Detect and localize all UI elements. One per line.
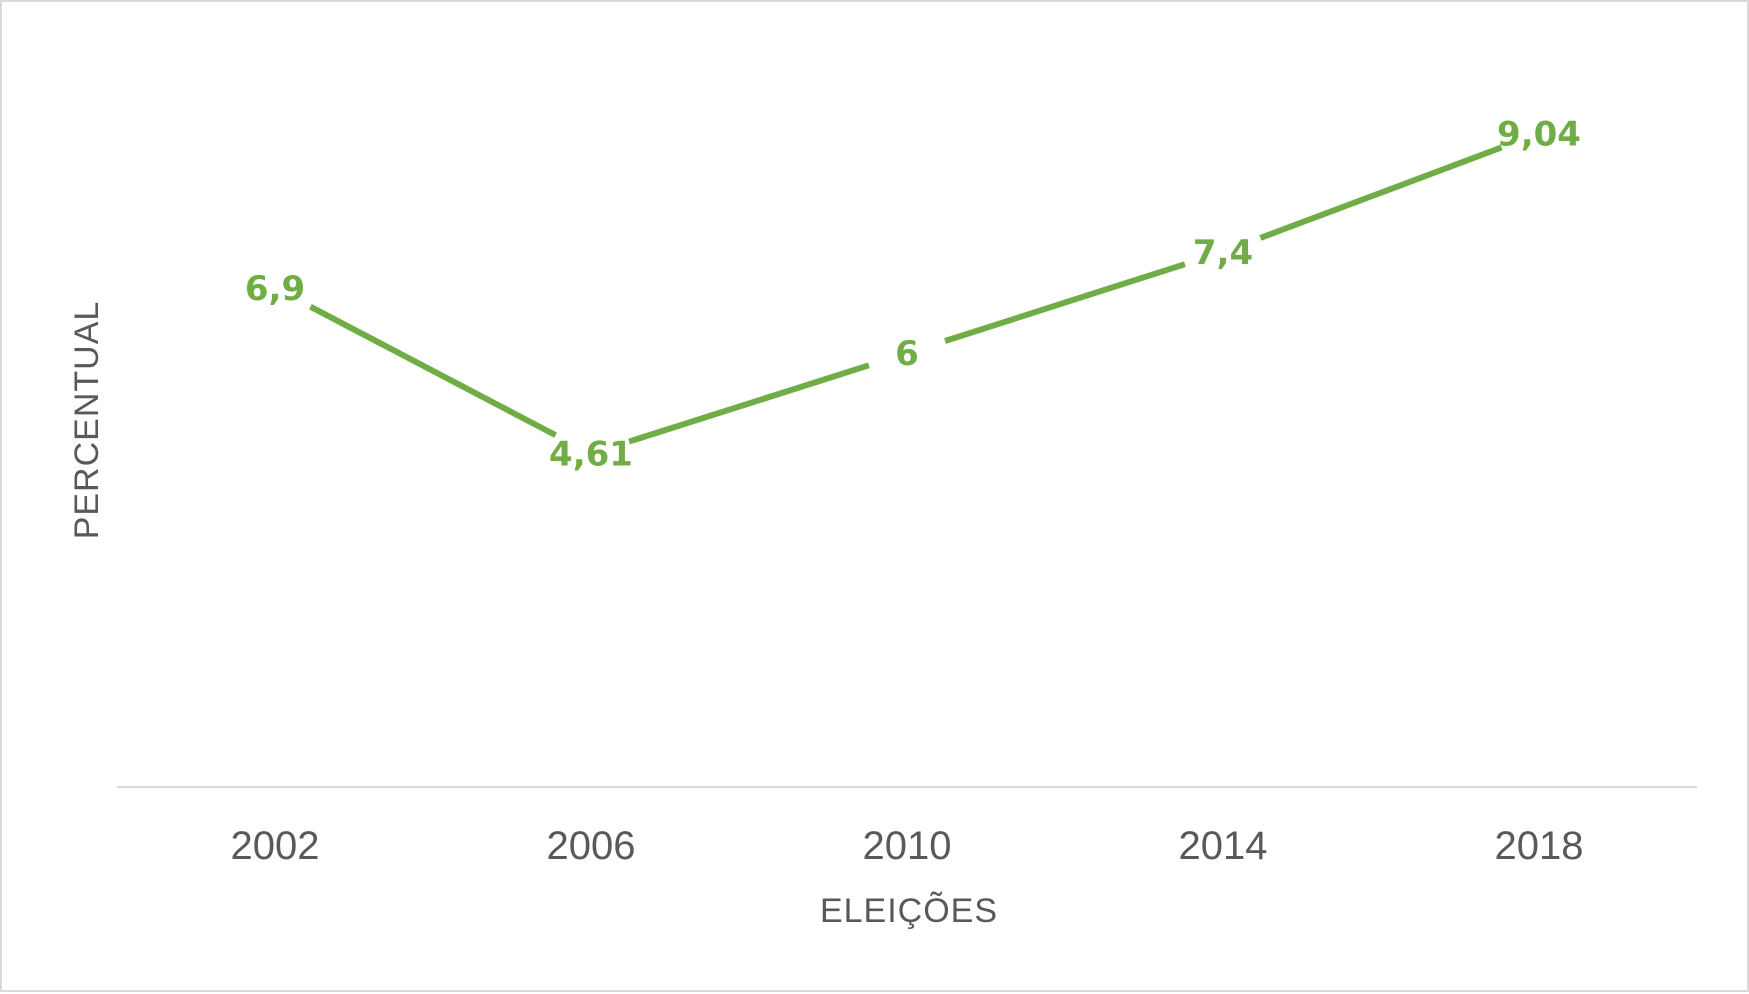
x-tick-label: 2014: [1179, 824, 1268, 868]
series-line-segment: [628, 362, 870, 445]
x-tick-label: 2018: [1495, 824, 1584, 868]
series-line-segment: [309, 304, 557, 438]
x-tick-label: 2010: [863, 824, 952, 868]
series-layer: [309, 144, 1503, 445]
series-line-segment: [944, 261, 1186, 344]
series-line-segment: [1259, 144, 1503, 241]
data-label: 6: [895, 334, 919, 374]
data-label: 9,04: [1497, 114, 1581, 154]
data-label: 6,9: [245, 269, 305, 309]
x-tick-label: 2002: [231, 824, 320, 868]
x-axis-tick-labels: 2002 2006 2010 2014 2018: [231, 824, 1584, 868]
x-tick-label: 2006: [547, 824, 636, 868]
plot-area: 2002 2006 2010 2014 2018 6,9 4,61 6 7,4 9,04: [117, 114, 1697, 868]
x-axis-title: ELEIÇÕES: [820, 892, 998, 930]
data-label: 7,4: [1193, 233, 1253, 273]
data-labels: 6,9 4,61 6 7,4 9,04: [245, 114, 1581, 474]
y-axis-title: PERCENTUAL: [68, 301, 106, 540]
data-label: 4,61: [549, 435, 633, 475]
